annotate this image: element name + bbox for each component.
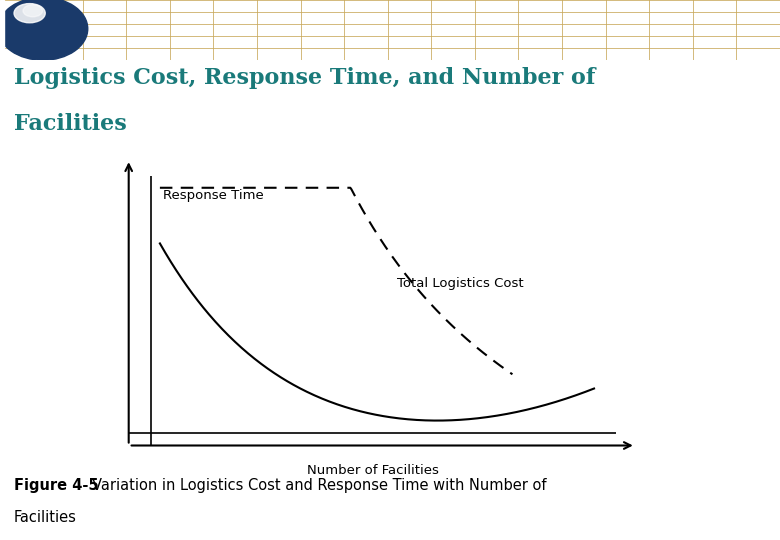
Text: Total Logistics Cost: Total Logistics Cost <box>397 277 523 290</box>
Text: Facilities: Facilities <box>14 113 127 135</box>
Ellipse shape <box>14 4 45 23</box>
Text: Response Time: Response Time <box>163 189 264 202</box>
Text: Figure 4-5: Figure 4-5 <box>14 477 98 492</box>
Ellipse shape <box>0 0 87 60</box>
Text: Facilities: Facilities <box>14 510 77 525</box>
Text: Number of Facilities: Number of Facilities <box>307 464 438 477</box>
Bar <box>0 0 4 60</box>
Ellipse shape <box>23 5 43 17</box>
Text: Logistics Cost, Response Time, and Number of: Logistics Cost, Response Time, and Numbe… <box>14 68 595 89</box>
Text: Variation in Logistics Cost and Response Time with Number of: Variation in Logistics Cost and Response… <box>92 477 547 492</box>
